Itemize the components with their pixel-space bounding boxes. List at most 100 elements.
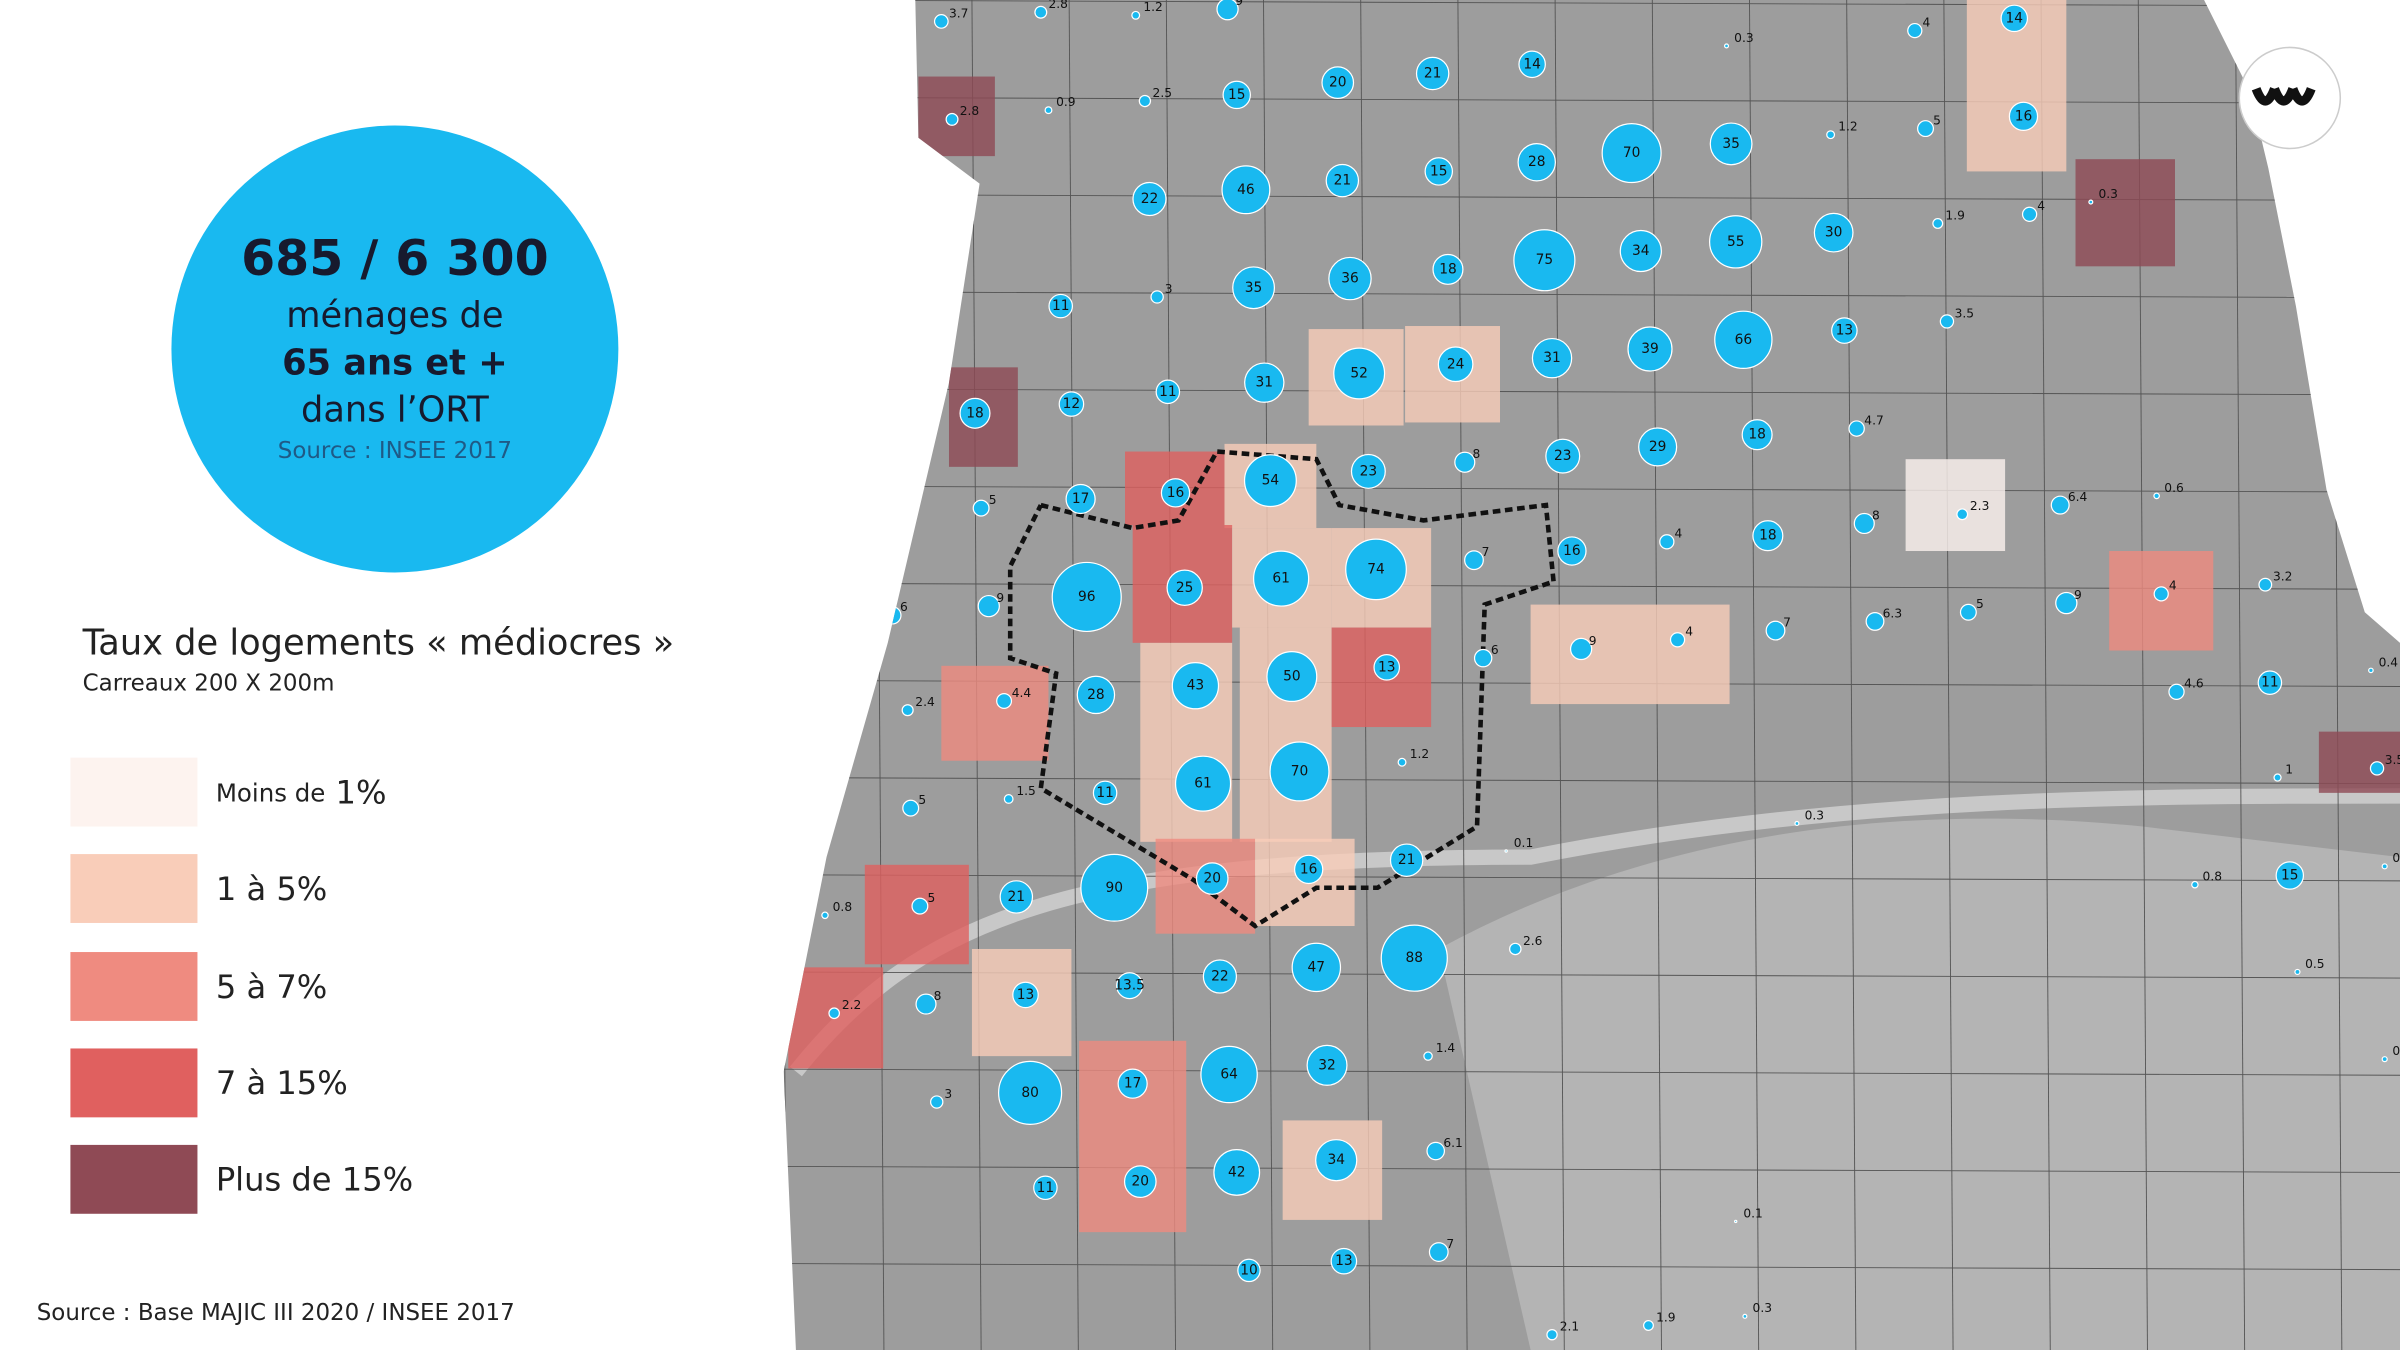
household-circle	[1423, 1051, 1433, 1061]
circle-label: 4	[1674, 527, 1682, 541]
circle-label: 2.8	[960, 104, 979, 118]
circle-label: 2.4	[915, 695, 935, 709]
ort-boundary	[1007, 449, 1557, 929]
household-circle	[1669, 632, 1686, 648]
circle-label: 12	[1063, 396, 1081, 412]
circle-label: 4.4	[1012, 686, 1032, 700]
circle-label: 32	[1318, 1057, 1336, 1073]
household-circle	[1432, 253, 1464, 285]
circle-label: 0.5	[2392, 1044, 2400, 1058]
household-circle	[2275, 861, 2305, 890]
legend-swatch	[70, 757, 198, 827]
household-circle	[1200, 1045, 1258, 1104]
legend: Moins de 1% 1 à 5% 5 à 7% 7 à 15% Plus de 15…	[70, 757, 413, 1214]
household-circle	[1959, 603, 1977, 621]
circle-label: 8	[1872, 508, 1880, 522]
circle-label: 15	[2281, 868, 2299, 884]
legend-text: Plus de 15%	[216, 1161, 413, 1199]
household-circle	[1333, 347, 1386, 400]
circle-label: 55	[1727, 234, 1745, 250]
household-circle	[1291, 942, 1342, 993]
household-circle	[1243, 454, 1297, 508]
household-circle	[1012, 981, 1039, 1009]
circle-label: 36	[1341, 271, 1359, 287]
circle-label: 23	[1554, 448, 1572, 464]
circle-label: 6.3	[1883, 606, 1902, 620]
legend-swatch	[70, 1144, 198, 1214]
household-circle	[2369, 761, 2385, 776]
household-circle	[1044, 106, 1053, 115]
household-circle	[1956, 508, 1969, 521]
circle-label: 34	[1632, 243, 1650, 259]
circle-label: 2.6	[1523, 934, 1543, 948]
household-circle	[1569, 637, 1593, 661]
circle-label: 80	[1021, 1085, 1039, 1101]
household-circle	[1003, 794, 1014, 804]
household-circle	[828, 1007, 841, 1020]
household-circle	[911, 897, 929, 915]
circle-label: 20	[1329, 75, 1347, 91]
household-circle	[1709, 122, 1753, 166]
circle-label: 0.3	[1734, 31, 1753, 45]
household-circle	[1131, 10, 1141, 20]
grid-line	[783, 777, 2400, 785]
grid-line	[1943, 0, 1954, 1350]
legend-prefix: Moins de	[216, 778, 326, 807]
circle-label: 13	[1378, 659, 1396, 675]
household-circle	[1752, 520, 1784, 552]
circle-label: 5	[1976, 597, 1984, 611]
headline-circle	[171, 125, 619, 573]
circle-label: 1.2	[1143, 0, 1162, 14]
circle-label: 11	[1159, 384, 1177, 400]
household-circle	[998, 1060, 1063, 1125]
circle-label: 21	[1008, 889, 1026, 905]
household-circle	[2153, 492, 2160, 500]
circle-label: 66	[1735, 332, 1753, 348]
household-circle	[1202, 959, 1238, 994]
circle-label: 14	[1523, 56, 1541, 72]
household-circle	[1765, 620, 1786, 641]
circle-label: 18	[1439, 261, 1457, 277]
household-circle	[1907, 22, 1923, 39]
household-circle	[1454, 451, 1476, 473]
circle-label: 29	[1649, 439, 1667, 455]
household-circle	[1232, 266, 1276, 310]
household-circle	[1601, 122, 1662, 184]
household-circle	[1293, 854, 1324, 885]
circle-label: 17	[1072, 491, 1090, 507]
circle-label: 9	[1235, 0, 1243, 8]
circle-label: 1.5	[1016, 784, 1035, 798]
circle-label: 16	[1563, 543, 1581, 559]
circle-label: 64	[1220, 1066, 1238, 1082]
circle-label: 0.8	[833, 900, 852, 914]
household-circle	[1723, 43, 1730, 49]
circle-label: 24	[1447, 356, 1465, 372]
rate-cell	[864, 864, 969, 965]
circle-label: 21	[1334, 173, 1352, 189]
circle-label: 28	[1528, 154, 1546, 170]
circle-label: 0.3	[2098, 187, 2117, 201]
household-circle	[1345, 538, 1407, 601]
source: Source : Base MAJIC III 2020 / INSEE 201…	[37, 1300, 515, 1326]
household-circle	[1865, 611, 1885, 631]
grid-line	[783, 0, 2400, 7]
household-circle	[2000, 4, 2029, 33]
legend-label: Plus de 15%	[216, 1161, 413, 1199]
circle-label: 31	[1543, 350, 1561, 366]
household-circle	[1150, 290, 1164, 304]
legend-label: 1 à 5%	[216, 870, 328, 908]
household-circle	[1380, 924, 1448, 992]
household-circle	[1939, 314, 1955, 329]
household-circle	[1315, 1139, 1358, 1182]
household-circle	[1742, 1313, 1748, 1319]
circle-label: 46	[1237, 182, 1255, 198]
circle-label: 42	[1228, 1164, 1246, 1180]
rate-cell	[1905, 459, 2006, 552]
circle-label: 2.1	[1560, 1320, 1579, 1334]
household-circle	[1464, 550, 1484, 571]
circle-label: 0.6	[2164, 481, 2184, 495]
circle-label: 70	[1291, 763, 1309, 779]
circle-label: 16	[1167, 485, 1185, 501]
legend-swatch	[70, 952, 198, 1021]
